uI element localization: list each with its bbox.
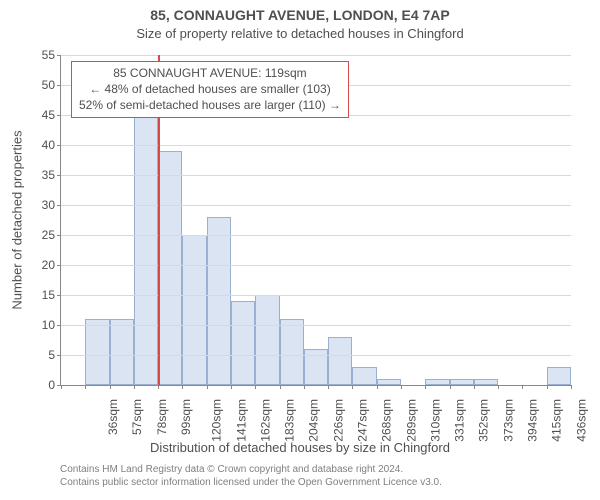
x-tick-label: 226sqm (331, 399, 345, 442)
histogram-bar (377, 379, 401, 385)
y-tick-label: 25 (42, 228, 55, 242)
x-tick-label: 289sqm (404, 399, 418, 442)
histogram-bar (547, 367, 571, 385)
x-tick-label: 57sqm (130, 399, 144, 435)
y-tick-label: 15 (42, 288, 55, 302)
y-tick-label: 40 (42, 138, 55, 152)
gridline (61, 175, 571, 176)
y-tick-label: 10 (42, 318, 55, 332)
chart-title-line1: 85, CONNAUGHT AVENUE, LONDON, E4 7AP (0, 7, 600, 23)
gridline (61, 55, 571, 56)
x-tick-label: 436sqm (574, 399, 588, 442)
y-tick-label: 35 (42, 168, 55, 182)
gridline (61, 295, 571, 296)
gridline (61, 235, 571, 236)
x-tick-label: 204sqm (307, 399, 321, 442)
y-tick-label: 30 (42, 198, 55, 212)
histogram-bar (425, 379, 449, 385)
y-tick-label: 45 (42, 108, 55, 122)
histogram-bar (85, 319, 109, 385)
y-axis-label: Number of detached properties (10, 130, 25, 309)
y-tick-label: 5 (48, 348, 55, 362)
histogram-bar (231, 301, 255, 385)
histogram-bar (110, 319, 134, 385)
x-tick-label: 247sqm (356, 399, 370, 442)
histogram-bar (182, 235, 206, 385)
x-tick-label: 162sqm (259, 399, 273, 442)
x-tick-label: 78sqm (155, 399, 169, 435)
x-axis-label: Distribution of detached houses by size … (0, 440, 600, 455)
y-tick-label: 20 (42, 258, 55, 272)
x-tick-label: 331sqm (453, 399, 467, 442)
attribution-footer: Contains HM Land Registry data © Crown c… (60, 463, 442, 489)
histogram-bar (474, 379, 498, 385)
callout-line1: 85 CONNAUGHT AVENUE: 119sqm (79, 65, 341, 81)
x-tick-label: 120sqm (210, 399, 224, 442)
callout-line2: ← 48% of detached houses are smaller (10… (79, 81, 341, 97)
x-tick-label: 141sqm (234, 399, 248, 442)
chart-title-line2: Size of property relative to detached ho… (0, 26, 600, 41)
chart-container: { "title_line1": "85, CONNAUGHT AVENUE, … (0, 0, 600, 500)
histogram-bar (134, 115, 158, 385)
gridline (61, 325, 571, 326)
histogram-bar (450, 379, 474, 385)
y-tick-label: 55 (42, 48, 55, 62)
histogram-bar (280, 319, 304, 385)
footer-line2: Contains public sector information licen… (60, 476, 442, 489)
x-tick-label: 394sqm (526, 399, 540, 442)
gridline (61, 145, 571, 146)
y-tick-label: 50 (42, 78, 55, 92)
x-tick-label: 310sqm (429, 399, 443, 442)
histogram-bar (207, 217, 231, 385)
plot-area: 0510152025303540455055 36sqm57sqm78sqm99… (60, 55, 571, 386)
footer-line1: Contains HM Land Registry data © Crown c… (60, 463, 442, 476)
gridline (61, 265, 571, 266)
histogram-bar (328, 337, 352, 385)
histogram-bar (255, 295, 279, 385)
gridline (61, 355, 571, 356)
callout-line3: 52% of semi-detached houses are larger (… (79, 97, 341, 113)
x-tick-label: 99sqm (179, 399, 193, 435)
y-tick-label: 0 (48, 378, 55, 392)
x-tick-label: 415sqm (550, 399, 564, 442)
x-tick-label: 183sqm (283, 399, 297, 442)
x-tick-label: 373sqm (501, 399, 515, 442)
histogram-bar (158, 151, 182, 385)
x-tick-label: 268sqm (380, 399, 394, 442)
gridline (61, 205, 571, 206)
x-tick-label: 36sqm (106, 399, 120, 435)
histogram-bar (352, 367, 376, 385)
callout-box: 85 CONNAUGHT AVENUE: 119sqm ← 48% of det… (71, 61, 349, 118)
x-tick-label: 352sqm (477, 399, 491, 442)
